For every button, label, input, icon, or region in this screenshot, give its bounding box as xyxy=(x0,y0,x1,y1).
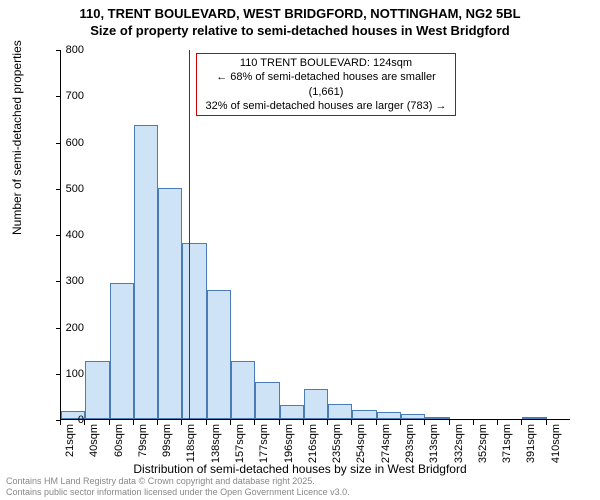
x-tick-mark xyxy=(376,420,377,425)
title-block: 110, TRENT BOULEVARD, WEST BRIDGFORD, NO… xyxy=(0,0,600,40)
x-tick-mark xyxy=(254,420,255,425)
histogram-bar xyxy=(401,414,425,419)
histogram-bar xyxy=(85,361,109,419)
y-tick-label: 200 xyxy=(66,322,84,334)
histogram-bar xyxy=(328,404,352,419)
title-line-2: Size of property relative to semi-detach… xyxy=(0,23,600,40)
x-tick-mark xyxy=(303,420,304,425)
y-tick-mark xyxy=(56,235,61,236)
histogram-bar xyxy=(182,243,206,419)
histogram-bar xyxy=(134,125,158,419)
x-tick-mark xyxy=(230,420,231,425)
histogram-bar xyxy=(280,405,304,419)
x-tick-mark xyxy=(400,420,401,425)
plot-region: 110 TRENT BOULEVARD: 124sqm← 68% of semi… xyxy=(60,50,570,420)
x-tick-label: 371sqm xyxy=(501,424,513,463)
x-tick-mark xyxy=(133,420,134,425)
histogram-bar xyxy=(110,283,134,419)
x-tick-mark xyxy=(449,420,450,425)
footer-attribution: Contains HM Land Registry data © Crown c… xyxy=(6,476,350,498)
footer-line-2: Contains public sector information licen… xyxy=(6,487,350,498)
x-tick-label: 274sqm xyxy=(380,424,392,463)
footer-line-1: Contains HM Land Registry data © Crown c… xyxy=(6,476,350,487)
x-tick-mark xyxy=(521,420,522,425)
x-tick-label: 118sqm xyxy=(185,424,197,462)
x-tick-label: 79sqm xyxy=(137,424,149,457)
histogram-bar xyxy=(377,412,401,419)
histogram-bar xyxy=(158,188,182,419)
x-tick-mark xyxy=(157,420,158,425)
annotation-line: 110 TRENT BOULEVARD: 124sqm xyxy=(201,56,451,70)
histogram-bar xyxy=(304,389,328,419)
y-tick-mark xyxy=(56,374,61,375)
y-tick-label: 800 xyxy=(66,44,84,56)
x-tick-label: 410sqm xyxy=(550,424,562,463)
x-tick-mark xyxy=(206,420,207,425)
reference-line xyxy=(189,50,190,419)
annotation-line: ← 68% of semi-detached houses are smalle… xyxy=(201,70,451,99)
annotation-line: 32% of semi-detached houses are larger (… xyxy=(201,99,451,113)
x-tick-mark xyxy=(351,420,352,425)
histogram-bar xyxy=(255,382,279,419)
title-line-1: 110, TRENT BOULEVARD, WEST BRIDGFORD, NO… xyxy=(0,6,600,23)
histogram-bar xyxy=(425,417,449,419)
x-tick-label: 99sqm xyxy=(161,424,173,457)
x-tick-mark xyxy=(109,420,110,425)
x-tick-label: 332sqm xyxy=(453,424,465,463)
x-tick-label: 313sqm xyxy=(428,424,440,463)
histogram-bar xyxy=(207,290,231,420)
x-axis-label: Distribution of semi-detached houses by … xyxy=(0,462,600,476)
annotation-box: 110 TRENT BOULEVARD: 124sqm← 68% of semi… xyxy=(196,53,456,116)
y-axis-label: Number of semi-detached properties xyxy=(10,40,24,235)
y-tick-mark xyxy=(56,96,61,97)
x-tick-mark xyxy=(327,420,328,425)
x-tick-mark xyxy=(279,420,280,425)
y-tick-mark xyxy=(56,281,61,282)
histogram-bar xyxy=(231,361,255,419)
y-tick-label: 400 xyxy=(66,229,84,241)
chart-area: 110 TRENT BOULEVARD: 124sqm← 68% of semi… xyxy=(60,50,570,420)
x-tick-label: 216sqm xyxy=(307,424,319,463)
x-tick-label: 157sqm xyxy=(234,424,246,463)
x-tick-mark xyxy=(424,420,425,425)
y-tick-mark xyxy=(56,50,61,51)
x-tick-label: 21sqm xyxy=(64,424,76,457)
x-tick-label: 352sqm xyxy=(477,424,489,463)
x-tick-label: 40sqm xyxy=(88,424,100,457)
x-tick-mark xyxy=(181,420,182,425)
histogram-bar xyxy=(522,417,546,419)
x-tick-mark xyxy=(546,420,547,425)
y-tick-label: 0 xyxy=(78,414,84,426)
y-tick-label: 700 xyxy=(66,90,84,102)
y-tick-label: 500 xyxy=(66,183,84,195)
y-tick-label: 600 xyxy=(66,137,84,149)
histogram-bar xyxy=(352,410,376,419)
x-tick-label: 235sqm xyxy=(331,424,343,463)
x-tick-label: 60sqm xyxy=(113,424,125,457)
x-tick-mark xyxy=(60,420,61,425)
y-tick-label: 300 xyxy=(66,275,84,287)
x-tick-mark xyxy=(84,420,85,425)
x-tick-mark xyxy=(497,420,498,425)
x-tick-label: 293sqm xyxy=(404,424,416,463)
x-tick-label: 177sqm xyxy=(258,424,270,463)
x-tick-label: 254sqm xyxy=(355,424,367,463)
x-tick-label: 138sqm xyxy=(210,424,222,463)
x-tick-mark xyxy=(473,420,474,425)
y-tick-mark xyxy=(56,143,61,144)
x-tick-label: 391sqm xyxy=(525,424,537,463)
x-tick-label: 196sqm xyxy=(283,424,295,463)
y-tick-mark xyxy=(56,189,61,190)
y-tick-label: 100 xyxy=(66,368,84,380)
y-tick-mark xyxy=(56,328,61,329)
